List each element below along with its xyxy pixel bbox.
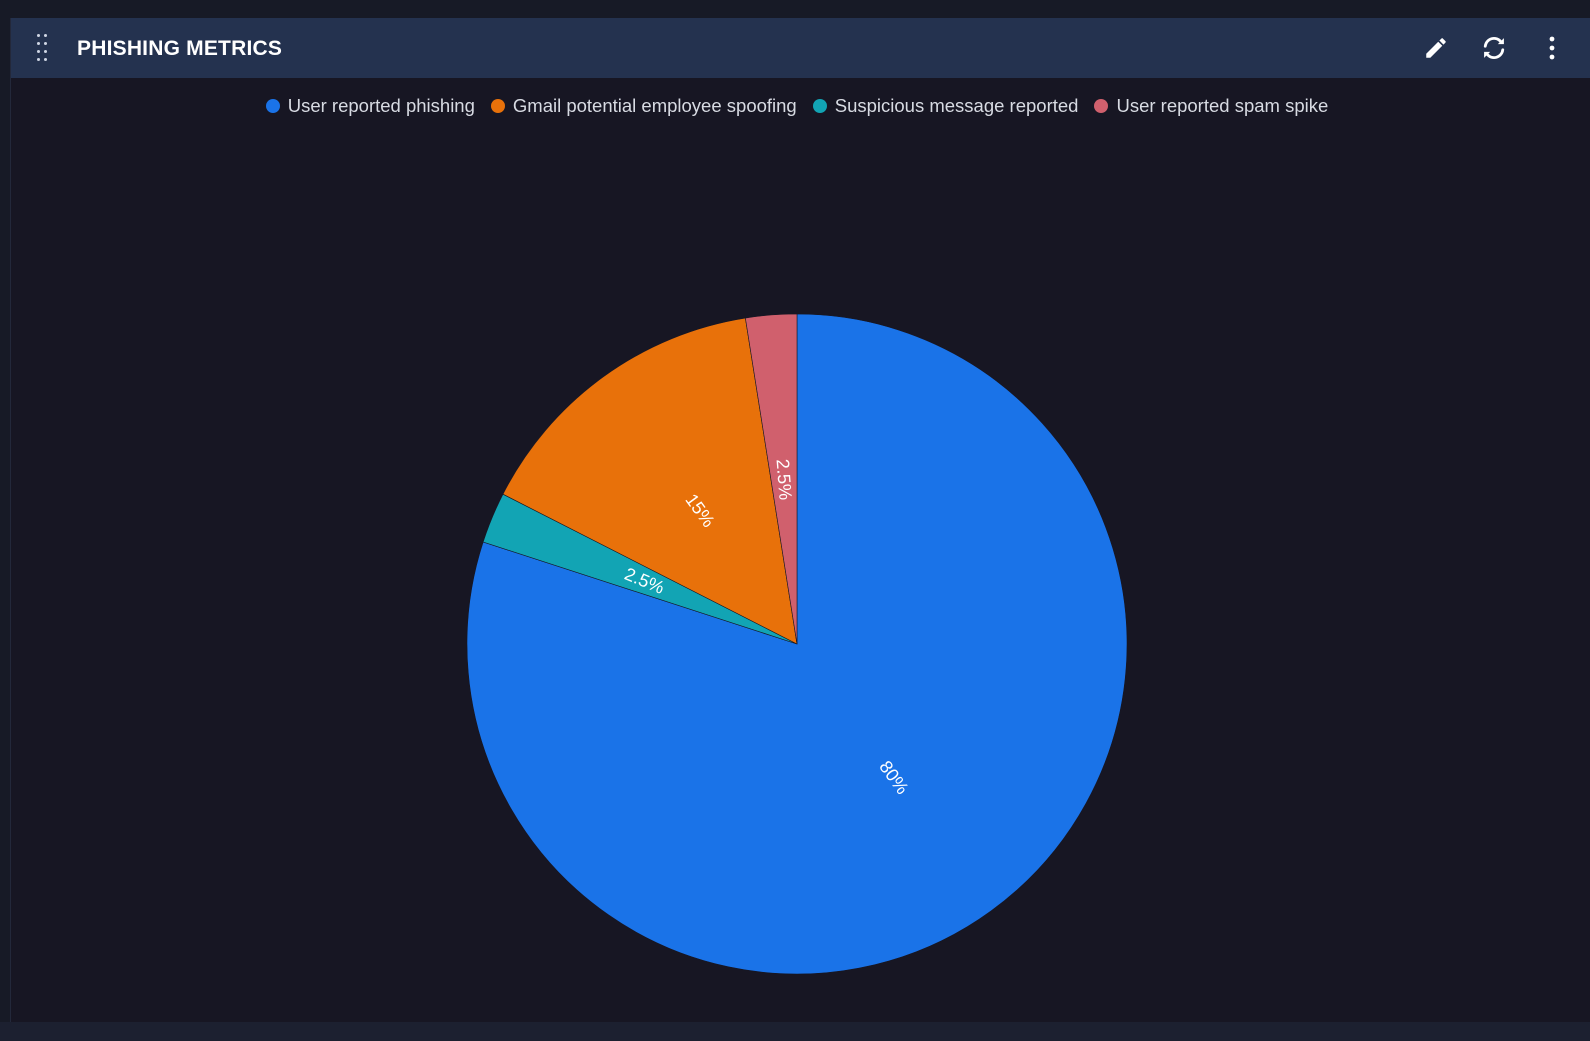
legend-item[interactable]: User reported phishing (265, 95, 475, 117)
widget-header: PHISHING METRICS (11, 18, 1590, 78)
pie-slice[interactable] (466, 313, 1128, 975)
legend-item[interactable]: Suspicious message reported (812, 95, 1079, 117)
bottom-strip (0, 1022, 1590, 1041)
slice-percent-label: 2.5% (772, 458, 795, 500)
legend-swatch (490, 99, 505, 113)
legend-item[interactable]: Gmail potential employee spoofing (490, 95, 797, 117)
legend-label: Suspicious message reported (834, 95, 1079, 116)
refresh-icon (1483, 37, 1505, 59)
top-strip (0, 0, 1590, 18)
legend-swatch (1094, 99, 1109, 113)
pie-chart: 80%2.5%15%2.5% (466, 313, 1128, 975)
pie-slice[interactable] (502, 317, 798, 645)
pencil-icon (1426, 38, 1446, 58)
vertical-ellipsis-icon (1549, 36, 1555, 60)
chart-legend: User reported phishing Gmail potential em… (11, 94, 1590, 118)
legend-swatch (812, 99, 827, 113)
drag-handle-icon[interactable] (35, 33, 49, 63)
refresh-button[interactable] (1479, 33, 1509, 63)
widget-title: PHISHING METRICS (77, 37, 283, 60)
legend-swatch (265, 99, 280, 113)
more-options-button[interactable] (1539, 33, 1565, 63)
phishing-metrics-widget: PHISHING METRICS User reported phishing G… (10, 18, 1590, 1022)
legend-label: User reported spam spike (1116, 95, 1329, 116)
legend-label: Gmail potential employee spoofing (512, 95, 797, 116)
legend-label: User reported phishing (287, 95, 475, 116)
pie-slice[interactable] (745, 313, 798, 645)
legend-item[interactable]: User reported spam spike (1094, 95, 1328, 117)
edit-button[interactable] (1421, 33, 1451, 63)
